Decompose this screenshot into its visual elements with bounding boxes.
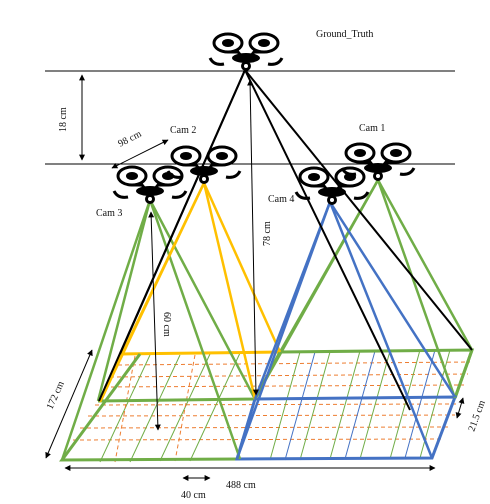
cam3-label: Cam 3	[96, 208, 122, 219]
ground-truth-label: Ground_Truth	[316, 29, 373, 40]
cam2-label: Cam 2	[170, 125, 196, 136]
ground-truth-drone-icon	[208, 32, 284, 73]
cam4-rays	[235, 201, 457, 460]
dim-18-label: 18 cm	[58, 107, 69, 132]
dim-arrow-172	[45, 349, 93, 459]
dim-78-label: 78 cm	[262, 221, 273, 246]
dim-arrow-78	[247, 79, 259, 396]
dim-40-label: 40 cm	[181, 490, 206, 501]
floor-grid	[72, 349, 471, 463]
cam4-label: Cam 4	[268, 194, 294, 205]
dim-488-label: 488 cm	[226, 480, 256, 491]
dim-21-5-label: 21.5 cm	[466, 399, 487, 433]
cam1-label: Cam 1	[359, 123, 385, 134]
dim-arrow-98	[111, 139, 169, 169]
dim-98-label: 98 cm	[116, 129, 143, 150]
dim-60-label: 60 cm	[161, 312, 172, 337]
cam3-drone-icon	[112, 165, 188, 206]
ground-truth-rays	[98, 69, 473, 411]
dim-172-label: 172 cm	[45, 379, 67, 411]
cam4-drone-icon	[294, 166, 370, 207]
dimension-arrows	[45, 74, 465, 481]
dim-arrow-21-5	[455, 397, 465, 419]
dim-arrow-60	[148, 211, 161, 431]
